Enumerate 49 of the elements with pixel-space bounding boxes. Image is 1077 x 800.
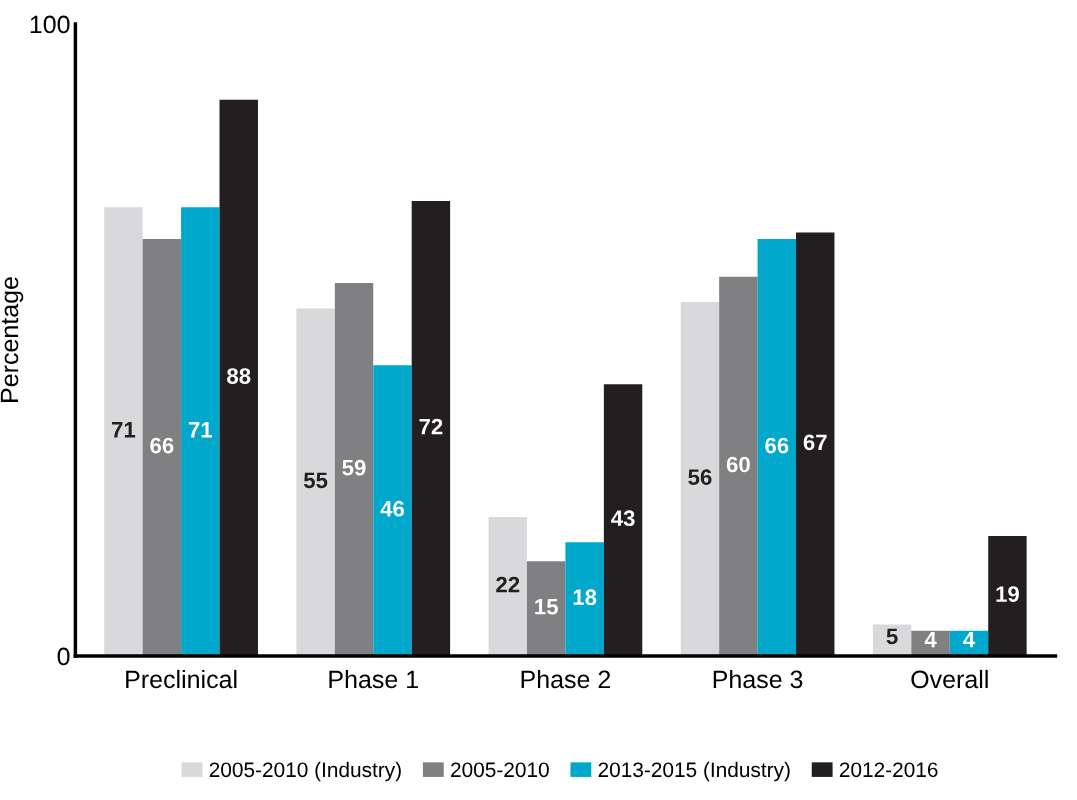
y-tick-label: 100 bbox=[30, 15, 70, 34]
data-label: 15 bbox=[535, 599, 558, 615]
legend-label: 2005-2010 (Industry) bbox=[209, 761, 401, 782]
data-label: 66 bbox=[150, 437, 174, 454]
data-label: 19 bbox=[996, 586, 1019, 602]
data-label: 66 bbox=[765, 437, 789, 454]
data-label: 4 bbox=[963, 631, 976, 648]
y-tick-label: 0 bbox=[57, 647, 70, 666]
data-label: 22 bbox=[496, 576, 520, 593]
data-label: 56 bbox=[688, 469, 712, 486]
x-tick-label: Overall bbox=[911, 669, 988, 689]
data-label: 71 bbox=[112, 422, 136, 438]
x-tick-label: Phase 2 bbox=[521, 669, 611, 689]
legend-label: 2012-2016 bbox=[839, 762, 938, 778]
data-label: 55 bbox=[303, 472, 328, 489]
data-label: 67 bbox=[803, 434, 827, 451]
y-axis-title: Percentage bbox=[0, 277, 24, 402]
data-label: 18 bbox=[573, 589, 597, 606]
bar bbox=[296, 308, 335, 656]
bar bbox=[565, 542, 604, 656]
bar bbox=[219, 99, 258, 656]
data-label: 60 bbox=[726, 456, 750, 473]
data-label: 43 bbox=[611, 510, 635, 527]
bar bbox=[142, 238, 182, 656]
bar bbox=[334, 283, 374, 656]
data-label: 88 bbox=[227, 368, 251, 384]
data-label: 46 bbox=[380, 500, 405, 517]
data-label: 4 bbox=[924, 631, 937, 648]
bar bbox=[181, 207, 220, 656]
data-label: 72 bbox=[419, 418, 443, 435]
legend-label: 2005-2010 bbox=[451, 762, 549, 778]
x-tick-label: Phase 1 bbox=[329, 669, 418, 689]
bar bbox=[680, 302, 720, 656]
x-tick-label: Preclinical bbox=[126, 669, 237, 689]
bar bbox=[988, 535, 1027, 656]
legend-label: 2013-2015 (Industry) bbox=[598, 761, 790, 782]
bar bbox=[411, 200, 451, 656]
bar bbox=[757, 238, 797, 656]
bar bbox=[719, 276, 758, 656]
data-label: 5 bbox=[886, 628, 898, 645]
data-label: 59 bbox=[342, 459, 366, 476]
data-label: 71 bbox=[188, 422, 213, 438]
bar bbox=[526, 561, 566, 656]
x-tick-label: Phase 3 bbox=[713, 669, 803, 689]
bar bbox=[488, 516, 527, 656]
bar bbox=[796, 232, 835, 656]
bar bbox=[603, 384, 643, 656]
bar bbox=[104, 207, 143, 656]
bar bbox=[373, 365, 412, 656]
